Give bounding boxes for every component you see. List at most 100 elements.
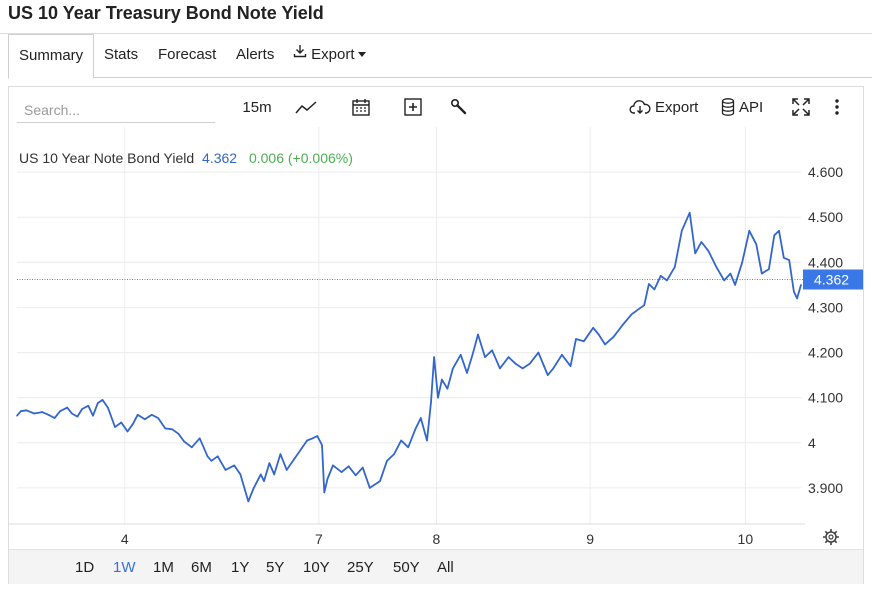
chart-settings-button[interactable] — [823, 529, 839, 545]
data-point — [414, 428, 417, 431]
range-50y[interactable]: 50Y — [393, 559, 420, 576]
range-10y[interactable]: 10Y — [303, 559, 330, 576]
range-5y[interactable]: 5Y — [266, 559, 285, 576]
compare-button[interactable] — [401, 95, 425, 119]
range-1w[interactable]: 1W — [113, 559, 136, 576]
data-point — [87, 405, 90, 407]
current-value-tag — [803, 269, 863, 290]
data-point — [521, 367, 524, 370]
data-point — [477, 333, 479, 336]
data-point — [361, 466, 364, 469]
data-point — [499, 367, 501, 370]
calendar-icon — [351, 97, 371, 117]
y-tick-label: 4.400 — [808, 254, 843, 270]
data-point — [723, 279, 725, 282]
data-point — [66, 406, 68, 409]
data-point — [583, 340, 585, 343]
data-point — [788, 259, 790, 261]
data-point — [514, 363, 517, 365]
y-tick-label: 4 — [808, 435, 816, 451]
data-point — [323, 491, 326, 494]
api-label: API — [739, 98, 764, 116]
add-box-icon — [403, 97, 423, 117]
data-point — [466, 372, 468, 374]
data-point — [126, 430, 129, 433]
data-point — [132, 423, 134, 425]
data-point — [433, 356, 435, 358]
data-point — [114, 426, 116, 428]
line-chart-icon — [295, 100, 317, 114]
data-point — [268, 462, 271, 464]
series-points — [16, 211, 802, 503]
y-axis: 3.900 4 4.100 4.200 4.300 4.400 4.500 4.600 — [808, 164, 843, 496]
legend-value: 4.362 — [202, 150, 237, 166]
data-point — [592, 327, 594, 329]
data-point — [16, 414, 18, 417]
tab-forecast[interactable]: Forecast — [158, 34, 216, 78]
export-label: Export — [655, 98, 699, 116]
data-point — [761, 272, 763, 275]
tab-summary[interactable]: Summary — [8, 34, 95, 79]
data-point — [144, 418, 146, 421]
data-point — [216, 455, 219, 458]
tab-alerts[interactable]: Alerts — [236, 34, 274, 78]
data-point — [800, 284, 802, 286]
range-6m[interactable]: 6M — [191, 559, 212, 576]
chart-panel: 15m Export API — [8, 86, 864, 584]
data-point — [796, 297, 798, 300]
range-25y[interactable]: 25Y — [347, 559, 374, 576]
data-point — [20, 410, 22, 413]
api-button[interactable]: API — [721, 95, 769, 119]
tab-stats[interactable]: Stats — [104, 34, 138, 78]
chart-area[interactable]: 4 7 8 9 10 3.900 4 4.100 4.200 4.300 4.400 4.500 4.… — [9, 87, 863, 549]
more-vertical-icon — [834, 98, 840, 116]
data-point — [748, 230, 751, 232]
cloud-download-icon — [629, 99, 651, 115]
current-value-tag-label: 4.362 — [814, 271, 849, 287]
legend-series-name: US 10 Year Note Bond Yield — [19, 150, 194, 166]
data-point — [263, 480, 265, 482]
data-point — [120, 421, 123, 424]
data-point — [379, 480, 381, 482]
data-point — [426, 439, 428, 442]
data-point — [569, 365, 572, 367]
data-point — [400, 439, 403, 442]
data-point — [393, 453, 395, 455]
data-point — [101, 399, 104, 401]
more-options-button[interactable] — [827, 95, 847, 119]
line-type-button[interactable] — [293, 95, 319, 119]
data-point — [71, 412, 73, 415]
download-icon — [293, 33, 307, 75]
range-all[interactable]: All — [437, 559, 454, 576]
data-point — [386, 460, 388, 462]
settings-tool-button[interactable] — [447, 95, 471, 119]
database-icon — [721, 98, 735, 116]
calendar-button[interactable] — [349, 95, 373, 119]
x-axis: 4 7 8 9 10 — [121, 531, 753, 547]
fullscreen-icon — [791, 97, 811, 117]
data-point — [420, 417, 422, 419]
export-button[interactable]: Export — [629, 95, 701, 119]
search-input[interactable] — [17, 97, 215, 123]
data-point — [171, 428, 173, 431]
range-1d[interactable]: 1D — [75, 559, 95, 576]
x-tick-label: 10 — [738, 531, 754, 547]
range-1y[interactable]: 1Y — [231, 559, 250, 576]
data-point — [561, 354, 563, 356]
data-point — [306, 439, 308, 442]
data-point — [666, 279, 668, 282]
data-point — [76, 415, 79, 418]
data-point — [768, 268, 770, 270]
fullscreen-button[interactable] — [789, 95, 813, 119]
data-point — [630, 313, 633, 315]
data-point — [446, 387, 449, 390]
x-tick-label: 7 — [315, 531, 323, 547]
data-point — [210, 460, 213, 462]
data-point — [674, 266, 676, 268]
range-1m[interactable]: 1M — [153, 559, 174, 576]
data-point — [407, 446, 410, 449]
data-point — [59, 410, 61, 413]
interval-selector[interactable]: 15m — [240, 95, 274, 119]
tab-export[interactable]: Export — [293, 34, 366, 78]
data-point — [734, 284, 736, 286]
